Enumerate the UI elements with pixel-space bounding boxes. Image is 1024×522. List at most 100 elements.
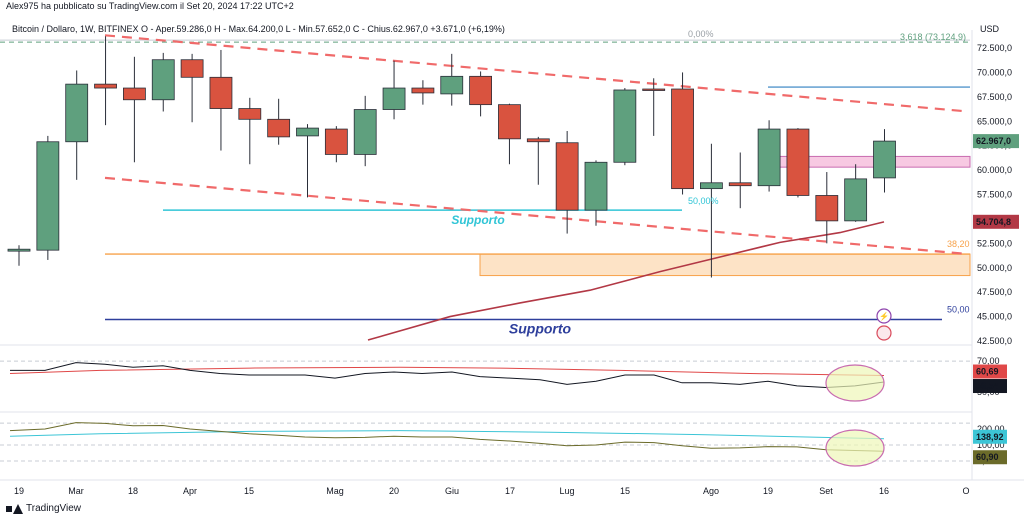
y-tick-label: 67.500,0 [977,92,1012,102]
x-tick-label: 18 [128,486,138,496]
chart-annotation: 50,00 [947,305,970,315]
candle-body [700,182,723,190]
chart-annotation: 38,20 [947,239,970,249]
rsi-tick-label: 70,00 [977,356,1000,366]
rsi-value-box [973,379,1007,394]
rsi-ma-line [9,366,885,377]
moving-average-line [367,221,885,341]
event-icon [876,308,892,324]
candle-body [123,87,146,101]
brand-label: TradingView [26,503,82,514]
candle-body [382,87,406,110]
tradingview-logo: TradingView [6,503,81,514]
cci-tick-label: 100,00 [977,440,1005,450]
price-label-box [973,214,1019,229]
highlight-ellipse [825,429,885,467]
flag-icon [876,325,892,341]
chart-annotation: Supporto [451,213,504,227]
y-tick-label: 57.500,0 [977,190,1012,200]
candle-body [671,88,694,190]
lightning-icon: ⚡ [879,311,889,321]
x-tick-label: O [962,486,969,496]
candle-body [613,89,637,163]
price-label-box [973,134,1019,149]
candle-body [296,127,319,137]
price-label: 54.704,8 [976,217,1011,227]
candle-body [209,76,233,109]
cci-value-label: 60,90 [976,452,999,462]
y-tick-label: 52.500,0 [977,238,1012,248]
candle-body [180,59,204,78]
x-tick-label: 16 [879,486,889,496]
candle-body [469,75,493,106]
x-tick-label: Mar [68,486,84,496]
candle-body [873,140,896,179]
tradingview-icon [6,503,23,514]
x-tick-label: 15 [620,486,630,496]
candle-body [36,141,60,251]
x-tick-label: 19 [763,486,773,496]
candle-body [815,195,839,222]
cci-line [9,422,885,452]
candle-body [440,75,464,95]
cci-tick-label: 200,00 [977,424,1005,434]
candle-body [728,182,752,187]
candle-body [94,83,117,89]
y-tick-label: 60.000,0 [977,165,1012,175]
x-tick-label: 15 [244,486,254,496]
y-tick-label: 72.500,0 [977,43,1012,53]
x-tick-label: 17 [505,486,515,496]
rsi-line [10,362,885,388]
cci-value-box [973,450,1007,465]
candle-body [238,108,262,120]
rsi-value-label: 56,54 [976,381,999,391]
y-tick-label: 47.500,0 [977,287,1012,297]
x-tick-label: Set [819,486,833,496]
candle-body [353,109,377,155]
candle-body [526,138,550,143]
candle-body [151,59,175,101]
y-tick-label: 45.000,0 [977,312,1012,322]
publisher-line: Alex975 ha pubblicato su TradingView.com… [6,1,294,11]
cci-signal-line [9,430,885,440]
candle-body [324,128,348,155]
cci-value-box [973,429,1007,444]
x-tick-label: Mag [326,486,344,496]
y-tick-label: 70.000,0 [977,67,1012,77]
highlight-ellipse [825,364,885,402]
currency-label: USD [980,24,1000,34]
x-tick-label: Lug [559,486,574,496]
cci-value-label: 138,92 [976,432,1004,442]
x-tick-label: Apr [183,486,197,496]
chart-annotation: 3,618 (73.124,9) [900,32,966,42]
channel-lower [104,176,969,256]
chart-annotation: 0,00% [688,29,714,39]
candle-body [555,142,579,211]
candle-body [7,248,31,252]
candle-body [844,178,868,222]
candle-body [584,161,608,211]
y-tick-label: 50.000,0 [977,263,1012,273]
fib-zone [479,253,971,277]
price-label: 62.967,0 [976,136,1011,146]
candle-body [267,118,291,138]
x-tick-label: Ago [703,486,719,496]
candle-body [411,87,435,94]
channel-upper [104,34,969,113]
candle-body [786,128,810,196]
candle-body [498,104,521,140]
x-tick-label: Giu [445,486,459,496]
symbol-info-line: Bitcoin / Dollaro, 1W, BITFINEX O - Aper… [12,24,505,34]
rsi-value-box [973,364,1007,379]
y-tick-label: 65.000,0 [977,116,1012,126]
y-tick-label: 42.500,0 [977,336,1012,346]
candle-body [65,83,89,143]
chart-annotation: 50,00% [688,196,719,206]
x-tick-label: 20 [389,486,399,496]
candle-body [642,88,666,91]
rsi-value-label: 60,69 [976,367,999,377]
candle-body [757,128,781,187]
chart-annotation: Supporto [509,321,572,337]
x-tick-label: 19 [14,486,24,496]
